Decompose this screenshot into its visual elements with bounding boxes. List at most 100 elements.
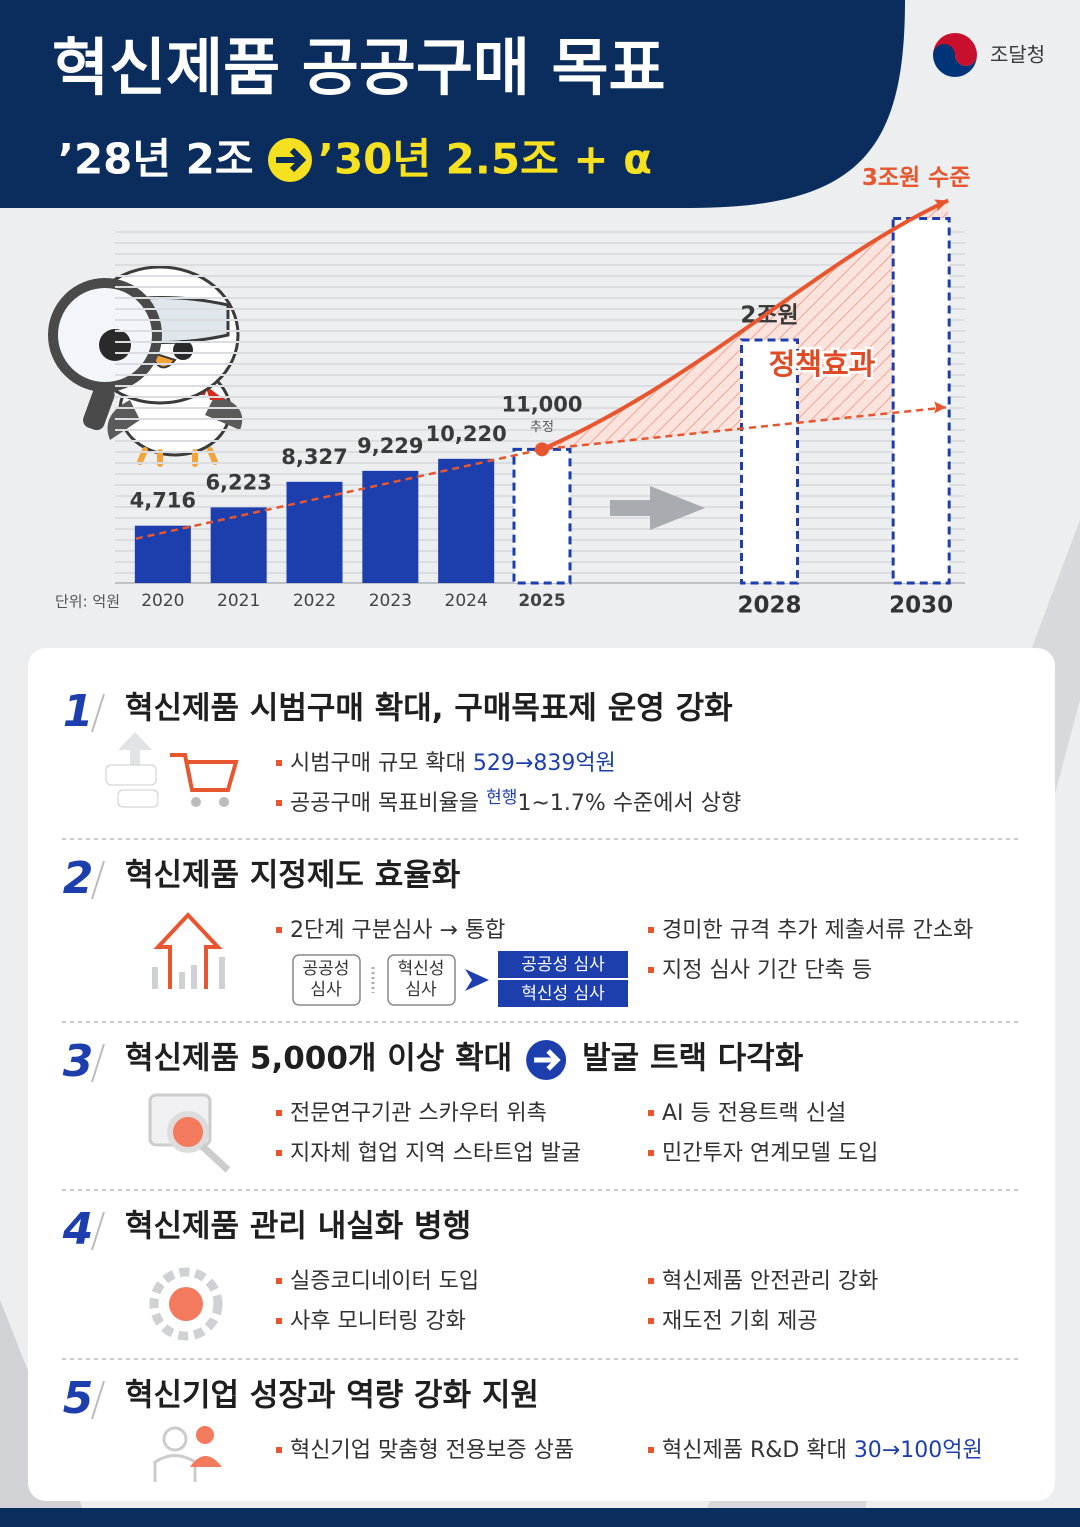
section-title: 혁신제품 5,000개 이상 확대 (125, 1041, 512, 1077)
diagram-label: 심사 (405, 980, 437, 1000)
bullet-text: 1~1.7% 수준에서 상향 (517, 791, 741, 816)
chart: 단위: 억원 2020 4,716 2021 6,223 2022 8,327 2023 9,2… (55, 165, 970, 619)
title: 혁신제품 공공구매 목표 (52, 31, 666, 104)
bar (438, 458, 495, 583)
bullet-highlight: 현행 (486, 788, 517, 808)
x-tick-label: 2024 (445, 591, 488, 611)
icon-person (196, 1426, 214, 1444)
x-tick-label: 2022 (293, 591, 336, 611)
x-tick-label: 2028 (737, 593, 801, 619)
bullet: 전문연구기관 스카우터 위촉 (290, 1101, 547, 1126)
value-label: 11,000 (501, 392, 582, 416)
bullet: 시범구매 규모 확대 529→839억원 (290, 751, 616, 776)
number-slash (91, 1043, 105, 1083)
bullet-marker (648, 1278, 654, 1284)
target-curve (541, 198, 950, 452)
bullet-text: 지자체 협업 지역 스타트업 발굴 (290, 1141, 581, 1166)
bullet-text: AI 등 전용트랙 신설 (662, 1101, 846, 1126)
section-title: 발굴 트랙 다각화 (582, 1041, 804, 1077)
number-slash (91, 693, 105, 733)
bullet-marker (648, 1150, 654, 1156)
estimate-point (535, 442, 549, 457)
subtitle-to: ’30년 2.5조 + α (318, 135, 652, 184)
diagram-label: 혁신성 (398, 959, 445, 979)
bullet: 혁신제품 R&D 확대 30→100억원 (662, 1438, 983, 1463)
diagram-arrow (465, 969, 489, 991)
section-number: 2 (63, 853, 94, 904)
icon-bars (152, 957, 225, 989)
diagram-box (292, 954, 361, 1006)
bullet-marker (276, 1110, 282, 1116)
x-tick-label: 2023 (369, 591, 412, 611)
icon-arrow (153, 912, 223, 989)
section-number: 5 (63, 1373, 94, 1424)
icon-arrow (118, 732, 152, 780)
icon-tag (105, 764, 157, 786)
x-tick-label: 2030 (889, 593, 953, 619)
bullet-marker (648, 967, 654, 973)
diagram-box (387, 954, 456, 1006)
number-slash (91, 1211, 105, 1251)
number-slash (91, 860, 105, 900)
bullet: 혁신제품 안전관리 강화 (662, 1269, 878, 1294)
bullet-marker (648, 927, 654, 933)
unit-label: 단위: 억원 (55, 593, 120, 611)
bullet-marker (276, 1318, 282, 1324)
bullet: 지정 심사 기간 단축 등 (662, 958, 872, 983)
icon-cart (170, 753, 239, 792)
diagram-label: 혁신성 심사 (521, 984, 605, 1004)
progress-arrow (610, 486, 705, 530)
trend-line (135, 406, 947, 540)
bullet-text: 혁신제품 R&D 확대 (662, 1438, 854, 1463)
icon-gear (149, 1267, 223, 1341)
bullet: 경미한 규격 추가 제출서류 간소화 (662, 918, 973, 943)
bullet: 2단계 구분심사 → 통합 (290, 918, 505, 943)
target-bar (512, 447, 572, 585)
title-arrow-head (534, 1049, 561, 1071)
bullet-text: 지정 심사 기간 단축 등 (662, 958, 872, 983)
bullet-text: 2단계 구분심사 → 통합 (290, 918, 505, 943)
agency-logo (933, 33, 977, 77)
bullet: AI 등 전용트랙 신설 (662, 1101, 846, 1126)
bottom-band (0, 1508, 1080, 1527)
bullet-marker (648, 1110, 654, 1116)
icon-person (162, 1426, 188, 1452)
arrow-icon (268, 138, 312, 182)
value-label: 3조원 수준 (862, 165, 971, 191)
target-bar (740, 338, 799, 585)
diagram-label: 공공성 심사 (521, 955, 605, 975)
diagram-label: 공공성 (303, 959, 350, 979)
value-label: 6,223 (205, 470, 271, 494)
section-number: 4 (62, 1204, 94, 1255)
bullet: 실증코디네이터 도입 (290, 1269, 479, 1294)
section-title: 혁신제품 관리 내실화 병행 (125, 1209, 471, 1245)
section-number: 3 (63, 1036, 94, 1087)
agency-name: 조달청 (990, 43, 1045, 67)
bullet-highlight: 529→839억원 (473, 751, 616, 776)
number-slash (91, 1380, 105, 1420)
icon-wheel (191, 797, 201, 807)
x-tick-label: 2021 (217, 591, 260, 611)
bullet: 공공구매 목표비율을 현행1~1.7% 수준에서 상향 (290, 788, 741, 816)
icon-person (169, 1287, 203, 1321)
section-title: 혁신제품 시범구매 확대, 구매목표제 운영 강화 (125, 691, 733, 727)
section-title: 혁신제품 지정제도 효율화 (125, 858, 461, 894)
value-label: 9,229 (357, 434, 423, 458)
bullet-marker (648, 1318, 654, 1324)
policy-effect-label: 정책효과 (769, 347, 876, 381)
bar (134, 525, 191, 583)
x-tick-label: 2020 (141, 591, 184, 611)
bullet: 사후 모니터링 강화 (290, 1309, 466, 1334)
bullet-text: 시범구매 규모 확대 (290, 751, 473, 776)
bullet: 지자체 협업 지역 스타트업 발굴 (290, 1141, 581, 1166)
icon-body (190, 1456, 222, 1467)
bullet-text: 민간투자 연계모델 도입 (662, 1141, 878, 1166)
bullet: 혁신기업 맞춤형 전용보증 상품 (290, 1438, 574, 1463)
bullet-text: 사후 모니터링 강화 (290, 1309, 466, 1334)
bullet-marker (276, 1278, 282, 1284)
